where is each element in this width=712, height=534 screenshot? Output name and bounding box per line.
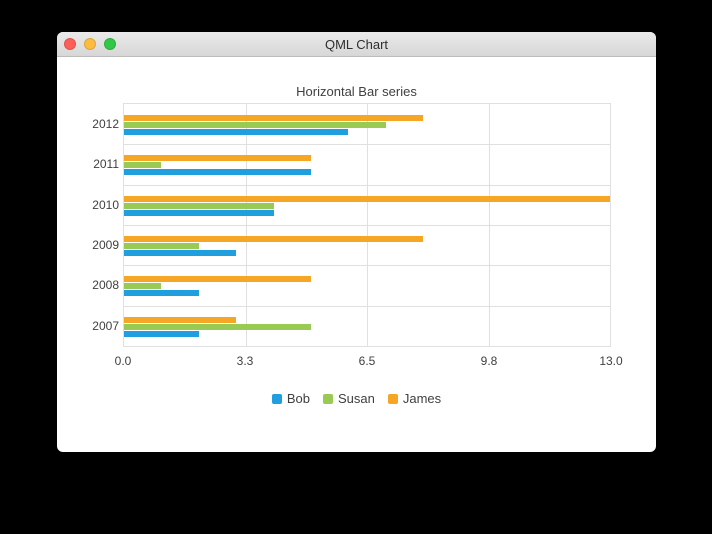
value-tick-label-9.8: 9.8 [480, 354, 498, 368]
legend-label: James [402, 391, 442, 406]
value-tick-label-6.5: 6.5 [358, 354, 376, 368]
legend-item-bob[interactable]: Bob [271, 391, 310, 406]
category-label-2007: 2007 [92, 318, 119, 333]
bar-susan-2012[interactable] [124, 122, 386, 128]
category-label-2011: 2011 [93, 157, 119, 172]
bar-susan-2010[interactable] [124, 202, 274, 209]
window-controls [64, 32, 116, 56]
bar-bob-2008[interactable] [124, 290, 199, 297]
legend-label: Bob [286, 391, 310, 406]
gridline-horizontal [124, 144, 610, 146]
bar-bob-2009[interactable] [124, 250, 237, 256]
plot-area [123, 103, 611, 347]
bar-james-2012[interactable] [124, 115, 424, 121]
bar-bob-2010[interactable] [124, 209, 274, 216]
category-label-2010: 2010 [92, 197, 119, 212]
category-label-2009: 2009 [92, 238, 119, 253]
value-tick-label-0.0: 0.0 [114, 354, 132, 368]
bar-susan-2007[interactable] [124, 323, 311, 330]
legend-marker-bob [271, 393, 282, 404]
value-axis-labels: 0.0 3.3 6.5 9.8 13.0 [57, 354, 656, 370]
bar-susan-2011[interactable] [124, 162, 162, 169]
value-tick-label-13.0: 13.0 [599, 354, 623, 368]
bar-james-2007[interactable] [124, 316, 237, 323]
category-axis-labels: 2012 2011 2010 2009 2008 2007 [57, 103, 119, 347]
close-button[interactable] [64, 38, 76, 50]
gridline-horizontal [124, 305, 610, 307]
gridline-horizontal [124, 225, 610, 226]
legend-item-susan[interactable]: Susan [322, 391, 375, 406]
bar-susan-2009[interactable] [124, 243, 199, 249]
gridline-horizontal [124, 265, 610, 267]
bar-james-2011[interactable] [124, 155, 311, 162]
category-label-2008: 2008 [92, 278, 119, 293]
legend-item-james[interactable]: James [387, 391, 442, 406]
value-tick-label-3.3: 3.3 [236, 354, 254, 368]
bar-bob-2007[interactable] [124, 330, 199, 337]
chart-legend: Bob Susan James [57, 391, 656, 406]
legend-label: Susan [337, 391, 375, 406]
zoom-button[interactable] [104, 38, 116, 50]
bar-james-2010[interactable] [124, 195, 610, 202]
bar-bob-2012[interactable] [124, 129, 349, 135]
bar-susan-2008[interactable] [124, 283, 162, 290]
legend-marker-james [387, 393, 398, 404]
chart-title: Horizontal Bar series [296, 84, 417, 99]
window-titlebar[interactable]: QML Chart [57, 32, 656, 57]
bar-james-2008[interactable] [124, 276, 311, 283]
bar-james-2009[interactable] [124, 236, 424, 242]
legend-marker-susan [322, 393, 333, 404]
minimize-button[interactable] [84, 38, 96, 50]
app-window: QML Chart Horizontal Bar series 2012 2011… [57, 32, 656, 452]
bar-bob-2011[interactable] [124, 169, 311, 176]
category-label-2012: 2012 [92, 117, 119, 132]
window-title: QML Chart [324, 36, 389, 52]
gridline-horizontal [124, 184, 610, 186]
